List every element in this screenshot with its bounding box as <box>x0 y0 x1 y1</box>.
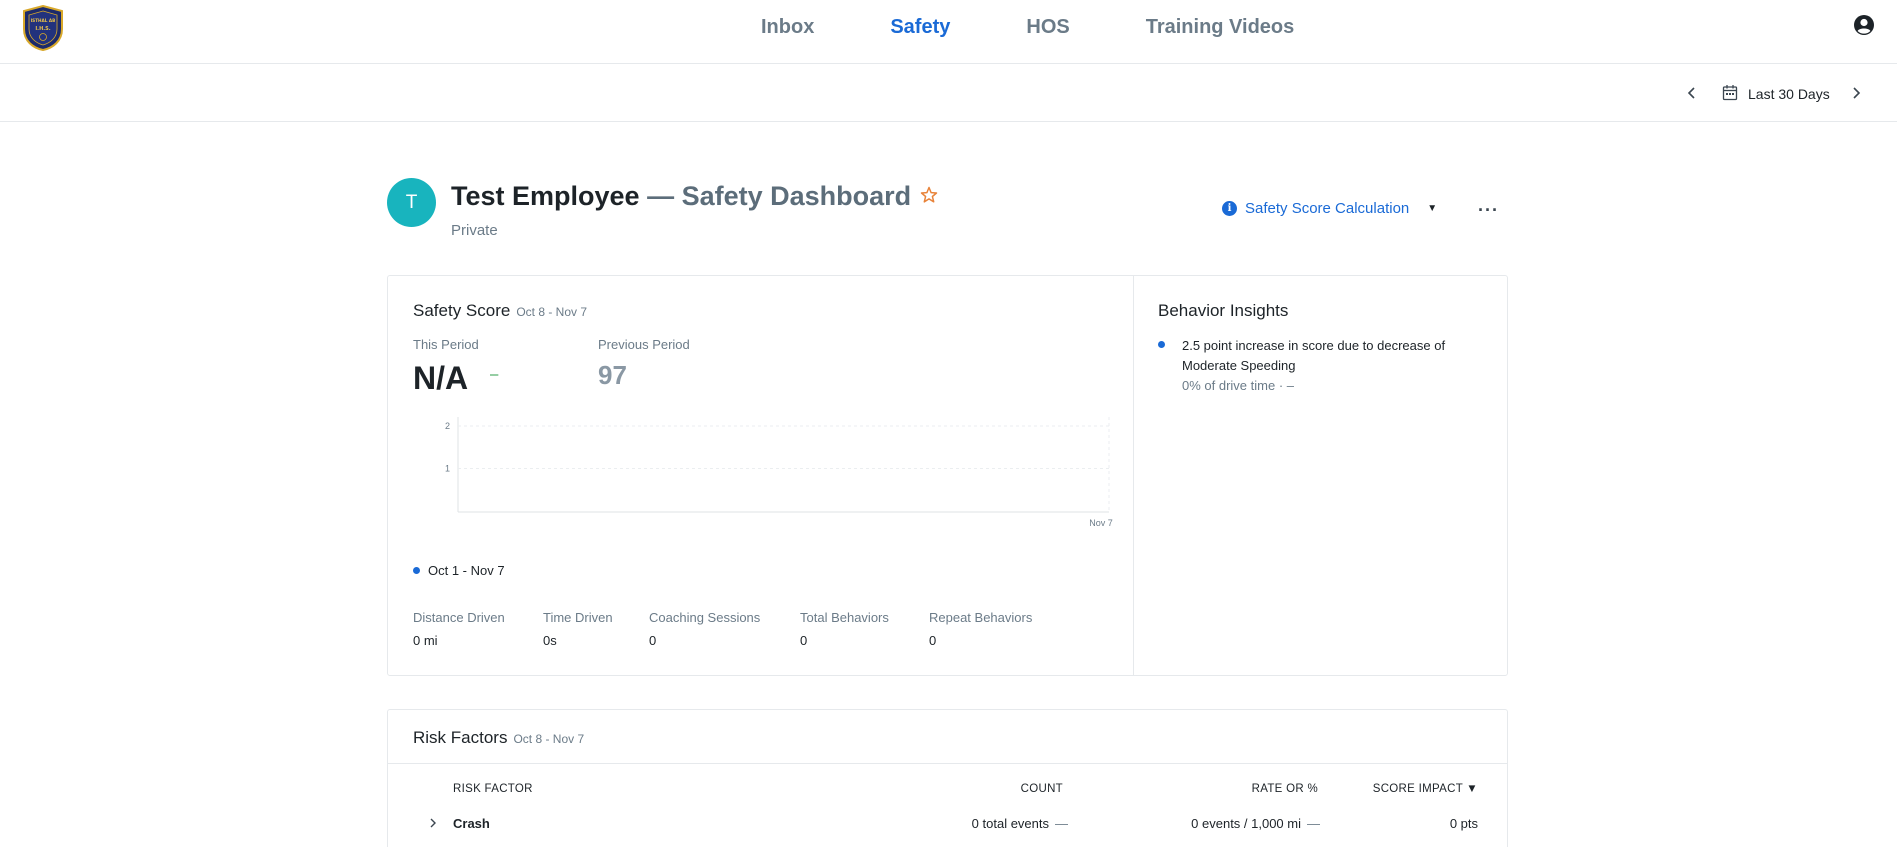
top-nav: ISTHAL AB I.H.S. Inbox Safety HOS Traini… <box>0 0 1897 64</box>
safety-score-title: Safety Score Oct 8 - Nov 7 <box>413 301 587 321</box>
safety-score-heading: Safety Score <box>413 301 511 320</box>
stat-label: Total Behaviors <box>800 610 889 625</box>
legend-dot <box>413 567 420 574</box>
star-icon[interactable] <box>920 186 938 204</box>
account-circle-icon[interactable] <box>1853 14 1875 36</box>
main-nav: Inbox Safety HOS Training Videos <box>742 16 1313 39</box>
rate-value: 0 events / 1,000 mi <box>1191 816 1301 831</box>
more-options-button[interactable]: ··· <box>1478 200 1499 220</box>
safety-score-calculation-button[interactable]: i Safety Score Calculation ▼ <box>1222 200 1437 217</box>
count-value: 0 total events <box>971 816 1049 831</box>
legend-label: Oct 1 - Nov 7 <box>428 563 505 578</box>
y-tick-label: 2 <box>445 421 450 431</box>
stat-value: 0 <box>649 633 657 648</box>
safety-score-card: Safety Score Oct 8 - Nov 7 This Period N/… <box>387 275 1508 676</box>
info-icon: i <box>1222 201 1237 216</box>
risk-factor-name: Crash <box>453 816 490 831</box>
behavior-insight-item: 2.5 point increase in score due to decre… <box>1158 336 1488 393</box>
behavior-insights-title: Behavior Insights <box>1158 301 1289 320</box>
chevron-left-icon[interactable] <box>1684 85 1700 101</box>
employee-name: Test Employee <box>451 181 640 211</box>
safety-score-calculation-label: Safety Score Calculation <box>1245 200 1410 217</box>
this-period-label: This Period <box>413 337 479 352</box>
stat-label: Coaching Sessions <box>649 610 761 625</box>
x-tick-label: Nov 7 <box>1089 518 1113 528</box>
stat-value: 0 mi <box>413 633 438 648</box>
previous-period-value: 97 <box>598 360 627 390</box>
date-range-selector[interactable]: Last 30 Days <box>1748 86 1830 102</box>
column-header-rate[interactable]: RATE OR % <box>1251 783 1318 795</box>
this-period-value: N/A <box>413 360 469 396</box>
insight-subtext: 0% of drive time · – <box>1182 378 1294 393</box>
chevron-right-icon[interactable] <box>1848 85 1864 101</box>
stat-label: Repeat Behaviors <box>929 610 1033 625</box>
stat-total-behaviors: Total Behaviors 0 <box>800 610 889 648</box>
insight-text: 2.5 point increase in score due to decre… <box>1182 338 1446 373</box>
company-logo-icon[interactable]: ISTHAL AB I.H.S. <box>22 5 64 51</box>
stat-time-driven: Time Driven 0s <box>543 610 613 648</box>
calendar-icon <box>1722 85 1738 101</box>
risk-factors-title: Risk Factors Oct 8 - Nov 7 <box>413 728 584 748</box>
stat-value: 0 <box>929 633 937 648</box>
avatar: T <box>387 178 436 227</box>
nav-tab-hos[interactable]: HOS <box>1026 16 1070 38</box>
stat-label: Distance Driven <box>413 610 505 625</box>
privacy-label: Private <box>451 222 498 239</box>
caret-down-icon: ▼ <box>1427 203 1438 214</box>
title-separator: — <box>647 181 675 211</box>
risk-factor-count: 0 total events — <box>868 816 1068 831</box>
stat-coaching-sessions: Coaching Sessions 0 <box>649 610 760 648</box>
this-period-delta: – <box>490 366 499 383</box>
risk-factors-card: Risk Factors Oct 8 - Nov 7 RISK FACTOR CO… <box>387 709 1508 847</box>
chevron-right-icon[interactable] <box>427 817 439 829</box>
nav-tab-inbox[interactable]: Inbox <box>761 16 815 38</box>
page-title: Test Employee — Safety Dashboard <box>451 181 911 212</box>
risk-factors-range: Oct 8 - Nov 7 <box>513 732 585 746</box>
risk-factors-heading: Risk Factors <box>413 728 508 747</box>
risk-factor-rate: 0 events / 1,000 mi — <box>1088 816 1320 831</box>
nav-tab-safety[interactable]: Safety <box>890 16 951 38</box>
insight-bullet <box>1158 341 1165 348</box>
stat-label: Time Driven <box>543 610 613 625</box>
stat-value: 0s <box>543 633 557 648</box>
nav-tab-training-videos[interactable]: Training Videos <box>1145 16 1295 38</box>
count-delta: — <box>1055 816 1068 831</box>
dashboard-title: Safety Dashboard <box>681 181 912 211</box>
svg-text:ISTHAL AB: ISTHAL AB <box>31 18 56 23</box>
previous-period-label: Previous Period <box>598 337 690 352</box>
column-divider <box>1133 276 1134 675</box>
date-toolbar: Last 30 Days <box>0 65 1897 122</box>
stat-repeat-behaviors: Repeat Behaviors 0 <box>929 610 1032 648</box>
svg-text:I.H.S.: I.H.S. <box>35 26 50 32</box>
stat-distance-driven: Distance Driven 0 mi <box>413 610 505 648</box>
chart-legend: Oct 1 - Nov 7 <box>413 563 505 578</box>
risk-factor-impact: 0 pts <box>1449 816 1478 831</box>
column-header-risk-factor: RISK FACTOR <box>453 783 533 795</box>
y-tick-label: 1 <box>445 464 450 474</box>
safety-score-range: Oct 8 - Nov 7 <box>516 305 588 319</box>
divider <box>388 763 1507 764</box>
stat-value: 0 <box>800 633 808 648</box>
rate-delta: — <box>1307 816 1320 831</box>
safety-score-chart: 2 1 Nov 7 <box>445 417 1113 528</box>
column-header-count[interactable]: COUNT <box>1020 783 1063 795</box>
column-header-score-impact[interactable]: SCORE IMPACT ▼ <box>1372 783 1478 795</box>
